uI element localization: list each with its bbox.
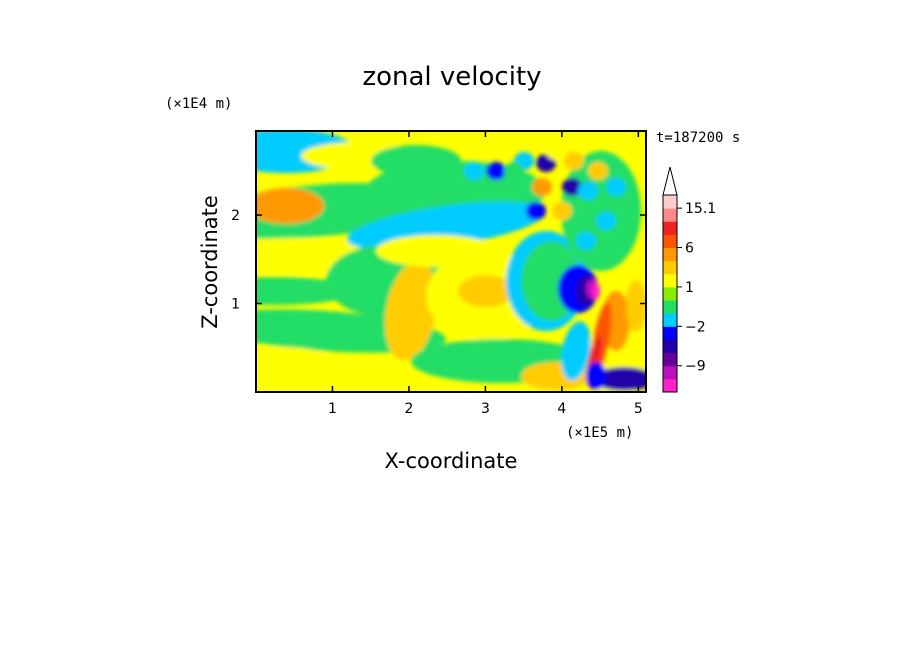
colorbar-tick-label: 1: [685, 280, 694, 296]
jet-core: [592, 283, 600, 299]
colorbar-tick-label: −9: [685, 359, 706, 375]
field-region: [376, 235, 496, 267]
wave-cell: [464, 162, 484, 180]
wave-cell: [526, 202, 546, 220]
y-tick-label: 2: [231, 208, 240, 224]
field-region: [384, 261, 438, 361]
x-tick-label: 1: [328, 401, 337, 417]
wave-cell: [532, 178, 552, 196]
x-tick-label: 2: [404, 401, 413, 417]
wave-cell: [564, 152, 584, 170]
colorbar-segment: [663, 378, 677, 393]
chart-title: zonal velocity: [362, 62, 541, 92]
wave-cell: [486, 162, 506, 180]
colorbar-segment: [663, 365, 677, 380]
colorbar-frame: [662, 194, 678, 393]
wave-cell: [562, 178, 582, 196]
wave-cell: [578, 182, 598, 200]
plot-frame: [255, 130, 647, 393]
colorbar-segment: [663, 313, 677, 327]
colorbar-tick-label: 6: [685, 241, 694, 257]
velocity-field: [256, 131, 646, 392]
field-region: [458, 275, 514, 307]
x-axis-units: (×1E5 m): [566, 425, 633, 441]
x-tick-label: 4: [557, 401, 566, 417]
wave-cell: [546, 142, 566, 160]
colorbar-segment: [663, 247, 677, 262]
y-tick-label: 1: [231, 297, 240, 313]
wave-cell: [588, 162, 608, 180]
y-axis-units: (×1E4 m): [165, 96, 232, 112]
colorbar-segment: [663, 208, 677, 222]
wave-cell: [596, 212, 616, 230]
field-region: [256, 347, 341, 387]
colorbar-segment: [663, 352, 677, 367]
time-label: t=187200 s: [656, 130, 740, 146]
jet-cold: [594, 367, 646, 391]
colorbar-labels: 15.1 6 1 −2 −9: [677, 201, 716, 375]
wave-cell: [504, 162, 524, 180]
jet-cyan: [561, 321, 591, 381]
colorbar-segment: [663, 273, 677, 288]
colorbar-segment: [663, 286, 677, 301]
field-region: [346, 201, 546, 251]
wave-cell: [552, 202, 572, 220]
x-axis-label: X-coordinate: [385, 449, 518, 473]
jet-cold: [586, 362, 606, 390]
y-axis-label: Z-coordinate: [198, 195, 222, 329]
x-tick-label: 5: [634, 401, 643, 417]
colorbar-segment: [663, 326, 677, 340]
colorbar-segment: [663, 195, 677, 209]
colorbar-segment: [663, 260, 677, 275]
wave-cell: [606, 178, 626, 196]
colorbar-tick-label: −2: [685, 319, 706, 335]
field-region: [256, 188, 324, 224]
x-axis: 1 2 3 4 5: [328, 131, 643, 417]
colorbar-segment: [663, 234, 677, 249]
colorbar: [662, 166, 678, 393]
wave-cell: [576, 232, 596, 250]
x-tick-label: 3: [481, 401, 490, 417]
colorbar-segment: [663, 221, 677, 235]
colorbar-extend-arrow: [662, 166, 678, 196]
colorbar-segment: [663, 300, 677, 314]
colorbar-tick-label: 15.1: [685, 201, 716, 217]
field-region: [371, 145, 461, 177]
jet-warm: [626, 280, 646, 332]
y-axis: 12: [231, 208, 646, 313]
colorbar-segment: [663, 339, 677, 354]
